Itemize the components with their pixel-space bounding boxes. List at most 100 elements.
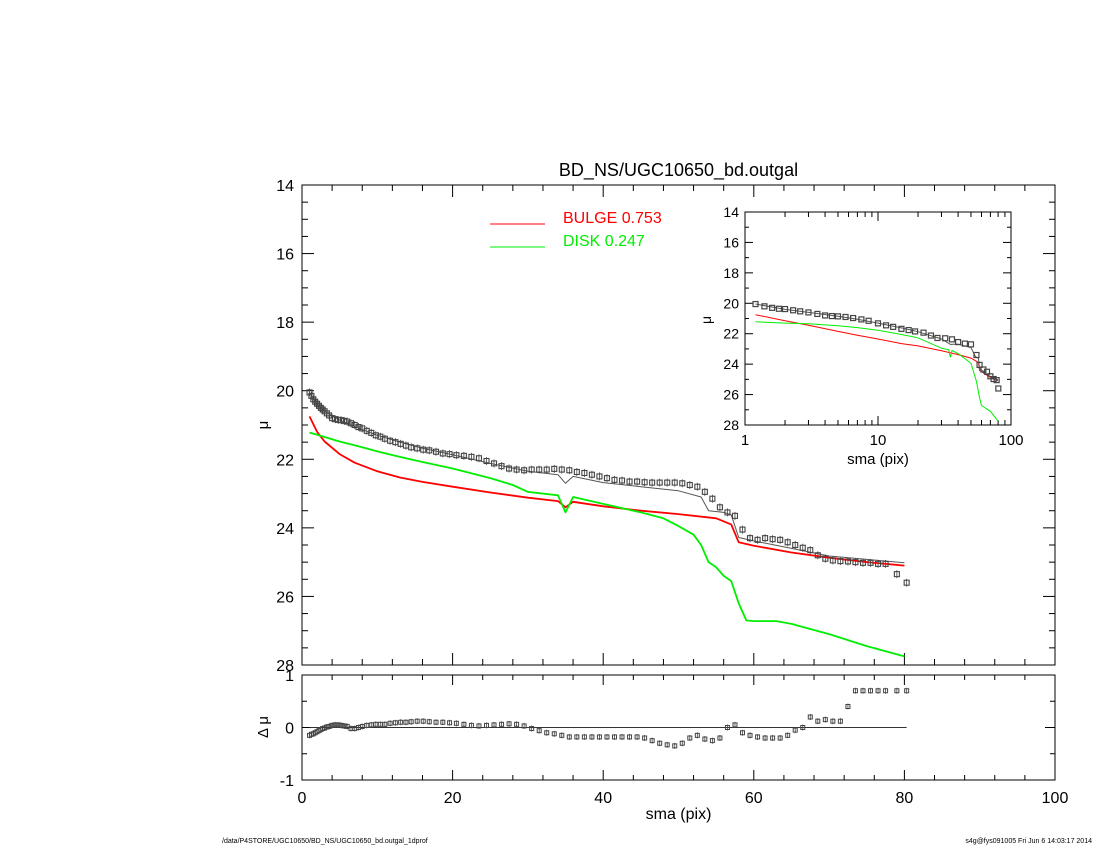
residual-point xyxy=(740,730,746,736)
residual-point xyxy=(762,735,768,741)
data-point xyxy=(784,539,791,546)
residual-point xyxy=(627,734,633,740)
legend: BULGE 0.753 DISK 0.247 xyxy=(490,210,662,250)
residual-series-layer xyxy=(307,687,910,749)
residual-point xyxy=(332,722,338,728)
inset-background xyxy=(745,212,1011,425)
inset-x-tick-label: 1 xyxy=(741,432,749,449)
data-point xyxy=(528,466,535,473)
data-point xyxy=(432,448,440,455)
main-y-tick-label: 14 xyxy=(276,178,294,195)
x-tick-label: 0 xyxy=(298,790,307,807)
data-point xyxy=(573,468,580,476)
main-y-tick-label: 16 xyxy=(276,247,294,264)
residual-point xyxy=(619,734,625,740)
inset-series-layer xyxy=(752,300,1002,422)
residual-point xyxy=(687,735,693,741)
residual-panel: Δ μ sma (pix) 10-10 20 40 60 80 100 xyxy=(255,668,1068,823)
residual-point xyxy=(755,734,761,740)
residual-point xyxy=(440,719,446,725)
residual-point xyxy=(604,734,610,740)
residual-y-tick-label: 1 xyxy=(285,668,294,685)
data-point xyxy=(618,477,626,484)
residual-point xyxy=(724,725,730,730)
inset-data-point xyxy=(905,326,912,334)
residual-point xyxy=(792,727,798,733)
residual-point xyxy=(461,721,467,727)
data-point xyxy=(777,536,784,543)
residual-point xyxy=(822,717,828,723)
data-point xyxy=(420,446,427,453)
inset-log-panel: μ sma (pix) 14 16 18 20 22 24 26 281 10 100 xyxy=(698,204,1024,468)
legend-label-bulge: BULGE 0.753 xyxy=(563,210,662,227)
data-point xyxy=(664,479,671,486)
data-point xyxy=(807,547,814,554)
residual-point xyxy=(373,721,379,727)
bulge-series-line xyxy=(308,416,905,567)
residual-point xyxy=(338,722,344,728)
inset-y-tick-label: 24 xyxy=(723,356,739,372)
inset-data-point xyxy=(967,341,975,348)
residual-point xyxy=(403,719,409,725)
data-point xyxy=(453,452,460,459)
data-point xyxy=(792,541,799,549)
inset-data-point xyxy=(814,310,821,318)
residual-point xyxy=(589,734,595,740)
residual-point xyxy=(382,721,388,727)
data-point xyxy=(649,479,656,486)
residual-point xyxy=(341,723,347,729)
footer-file-path: /data/P4STORE/UGC10650/BD_NS/UGC10650_bd… xyxy=(222,838,428,845)
residual-point xyxy=(904,688,910,694)
data-point xyxy=(822,555,829,562)
residual-point xyxy=(777,735,783,741)
residual-point xyxy=(785,732,791,738)
inset-data-point xyxy=(790,307,797,314)
main-y-tick-label: 20 xyxy=(276,384,294,401)
residual-point xyxy=(807,714,813,720)
residual-point xyxy=(359,723,365,729)
data-point xyxy=(596,473,603,480)
residual-point xyxy=(506,721,512,727)
inset-data-point xyxy=(834,313,842,320)
data-point xyxy=(347,420,354,427)
data-point xyxy=(460,452,467,459)
residual-point xyxy=(368,722,374,728)
residual-point xyxy=(483,722,489,728)
residual-point xyxy=(883,688,889,694)
inset-data-point xyxy=(976,361,983,369)
inset-data-point xyxy=(954,338,962,346)
main-y-tick-label: 26 xyxy=(276,589,294,606)
inset-data-point xyxy=(842,313,849,321)
inset-ticks: 14 16 18 20 22 24 26 281 10 100 xyxy=(723,204,1023,449)
data-point xyxy=(709,495,716,502)
residual-point xyxy=(514,721,520,727)
data-point xyxy=(446,451,453,458)
inset-data-point xyxy=(865,317,872,324)
inset-data-point xyxy=(775,305,783,312)
residual-y-tick-label: 0 xyxy=(285,721,294,738)
legend-label-disk: DISK 0.247 xyxy=(563,233,645,250)
data-point xyxy=(490,460,498,467)
residual-point xyxy=(420,718,426,724)
inset-data-point xyxy=(761,303,768,310)
inset-data-point xyxy=(927,332,935,339)
data-point xyxy=(306,389,313,396)
residual-point xyxy=(642,735,648,741)
residual-point xyxy=(398,719,404,725)
residual-point xyxy=(852,688,858,694)
residual-point xyxy=(709,738,715,744)
residual-point xyxy=(329,722,335,728)
residual-point xyxy=(657,740,663,746)
data-point xyxy=(716,504,723,511)
residual-point xyxy=(453,720,459,726)
inset-data-point xyxy=(934,334,941,342)
residual-point xyxy=(491,722,497,728)
residual-point xyxy=(426,719,432,725)
inset-x-tick-label: 100 xyxy=(998,432,1023,449)
residual-point xyxy=(377,721,383,727)
residual-point xyxy=(529,726,535,732)
inset-total-line xyxy=(755,303,999,381)
data-point xyxy=(641,479,648,486)
data-point xyxy=(408,444,415,451)
residual-point xyxy=(476,723,482,729)
